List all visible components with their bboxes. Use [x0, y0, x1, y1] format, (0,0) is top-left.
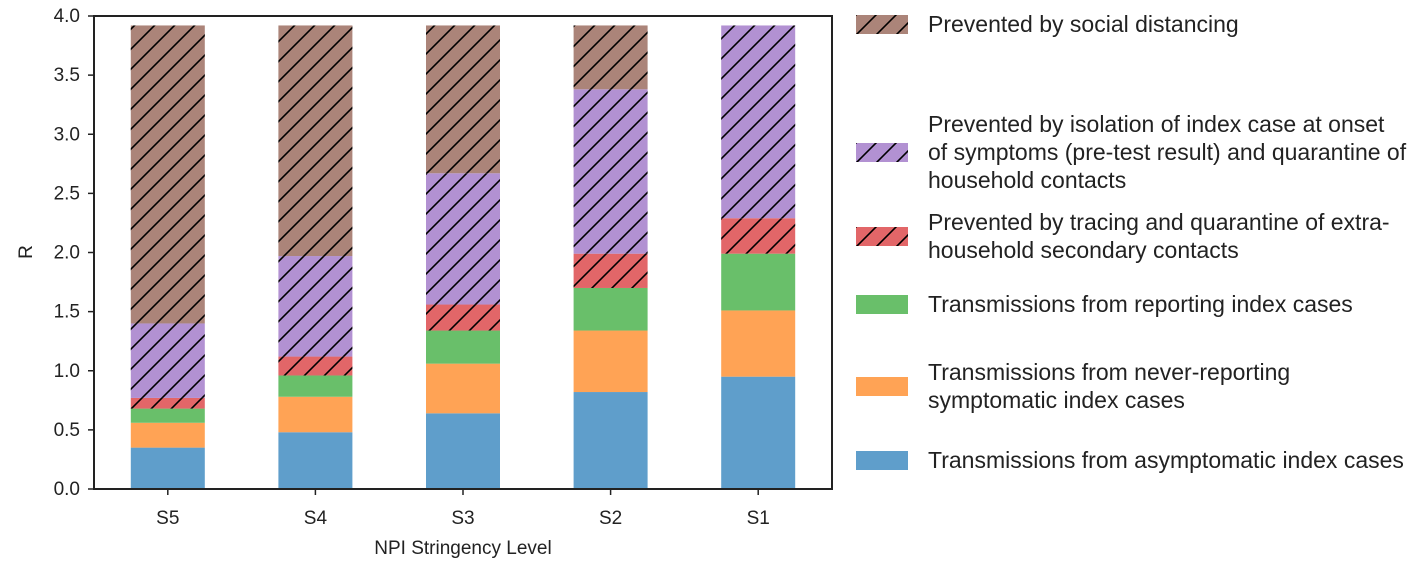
legend-label: Prevented by tracing and quarantine of e… — [928, 209, 1390, 263]
legend-label: Transmissions from asymptomatic index ca… — [928, 447, 1404, 473]
legend-item-0: Prevented by social distancing — [856, 10, 1408, 38]
bar-segment-s4-series-2 — [278, 375, 353, 397]
plot-frame — [93, 15, 833, 490]
bar-hatch-s1-series-3 — [721, 218, 796, 254]
y-tick-label-1.5: 1.5 — [54, 302, 80, 323]
legend-swatch — [856, 142, 908, 162]
x-tick-label-s2: S2 — [599, 508, 622, 529]
bar-hatch-s3-series-4 — [426, 173, 500, 305]
x-axis: S5 S4 S3 S2 S1 — [156, 489, 770, 529]
y-tick-label-0.0: 0.0 — [54, 479, 80, 500]
bar-hatch-s5-series-4 — [130, 323, 205, 398]
y-tick-label-1.0: 1.0 — [54, 361, 80, 382]
bar-segment-s3-series-2 — [426, 330, 500, 364]
bar-hatch-s4-series-5 — [278, 25, 353, 257]
legend-item-5: Transmissions from asymptomatic index ca… — [856, 446, 1408, 474]
bars-group — [130, 25, 796, 489]
y-tick-label-0.5: 0.5 — [54, 420, 80, 441]
bar-hatch-s4-series-4 — [278, 256, 353, 357]
bar-segment-s1-series-0 — [721, 376, 796, 489]
x-tick-label-s1: S1 — [747, 508, 770, 529]
legend-swatch-fill — [856, 450, 908, 470]
bar-hatch-s1-series-4 — [721, 25, 796, 219]
bar-segment-s2-series-1 — [573, 330, 648, 393]
bar-hatch-s5-series-3 — [130, 397, 205, 409]
legend-swatch-hatch — [856, 14, 908, 34]
legend-swatch-fill — [856, 376, 908, 396]
legend-swatch-hatch — [856, 226, 908, 246]
bar-segment-s2-series-2 — [573, 287, 648, 331]
legend-item-4: Transmissions from never-reporting sympt… — [856, 358, 1408, 414]
legend-item-3: Transmissions from reporting index cases — [856, 290, 1408, 318]
legend-label: Transmissions from reporting index cases — [928, 291, 1353, 317]
y-axis: 0.0 0.5 1.0 1.5 2.0 2.5 3.0 3.5 4.0 — [54, 6, 94, 500]
bar-segment-s3-series-0 — [426, 413, 500, 489]
legend-label: Prevented by social distancing — [928, 11, 1239, 37]
legend-swatch — [856, 14, 908, 34]
legend-swatch-hatch — [856, 142, 908, 162]
x-axis-label: NPI Stringency Level — [374, 538, 551, 559]
bar-hatch-s2-series-5 — [573, 25, 648, 90]
bar-segment-s5-series-1 — [130, 422, 205, 448]
legend-label: Transmissions from never-reporting sympt… — [928, 359, 1291, 413]
bar-segment-s3-series-1 — [426, 363, 500, 414]
legend-item-2: Prevented by tracing and quarantine of e… — [856, 208, 1408, 264]
bar-segment-s1-series-2 — [721, 253, 796, 311]
legend-swatch — [856, 450, 908, 470]
bar-hatch-s2-series-4 — [573, 89, 648, 254]
bar-segment-s4-series-0 — [278, 432, 353, 489]
bar-segment-s1-series-1 — [721, 310, 796, 377]
legend-swatch — [856, 294, 908, 314]
legend-swatch-fill — [856, 294, 908, 314]
bar-segment-s5-series-2 — [130, 408, 205, 423]
y-axis-label: R — [16, 245, 37, 259]
y-tick-label-2.0: 2.0 — [54, 243, 80, 264]
bar-hatch-s2-series-3 — [573, 253, 648, 288]
y-tick-label-4.0: 4.0 — [54, 6, 80, 27]
bar-hatch-s5-series-5 — [130, 25, 205, 324]
legend-item-1: Prevented by isolation of index case at … — [856, 110, 1408, 194]
bar-segment-s5-series-0 — [130, 447, 205, 489]
bar-segment-s4-series-1 — [278, 396, 353, 433]
x-tick-label-s4: S4 — [304, 508, 328, 529]
bar-hatch-s3-series-3 — [426, 304, 500, 331]
y-tick-label-3.0: 3.0 — [54, 124, 80, 145]
bar-hatch-s4-series-3 — [278, 356, 353, 376]
y-tick-label-3.5: 3.5 — [54, 65, 80, 86]
x-tick-label-s5: S5 — [156, 508, 179, 529]
bar-segment-s2-series-0 — [573, 392, 648, 489]
y-tick-label-2.5: 2.5 — [54, 183, 80, 204]
legend-swatch — [856, 376, 908, 396]
legend-swatch — [856, 226, 908, 246]
legend-label: Prevented by isolation of index case at … — [928, 111, 1407, 193]
x-tick-label-s3: S3 — [451, 508, 474, 529]
bar-hatch-s3-series-5 — [426, 25, 500, 174]
